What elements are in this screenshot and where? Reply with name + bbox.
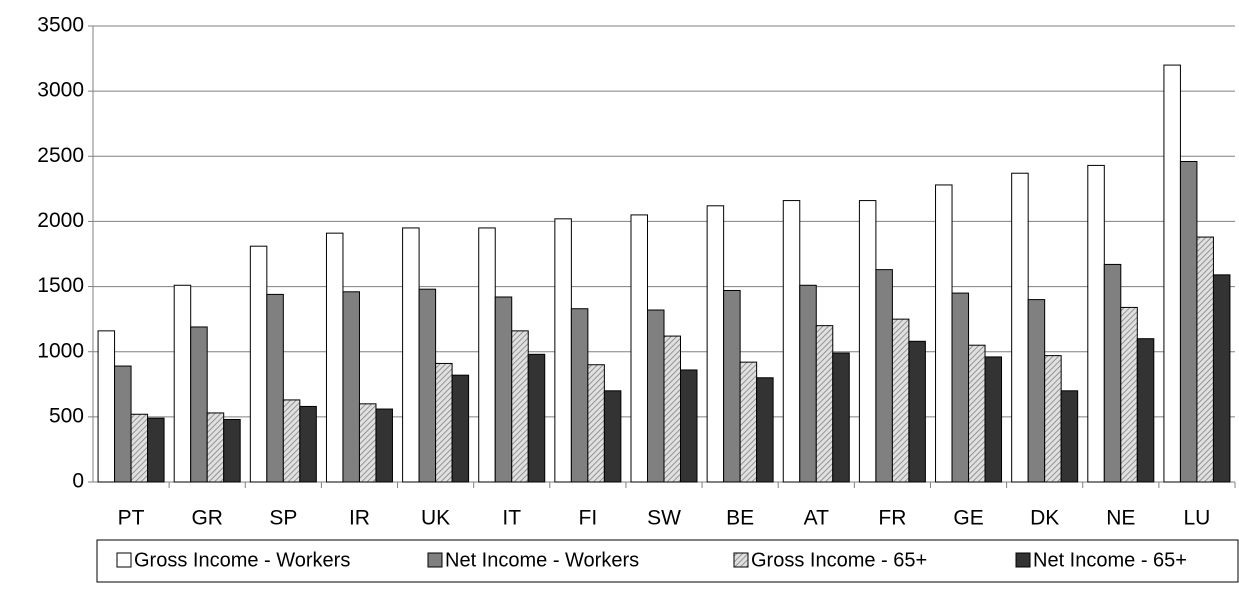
legend-text: Gross Income - 65+	[751, 549, 927, 571]
x-tick-label: IR	[349, 507, 370, 530]
y-tick-label: 3000	[37, 79, 84, 102]
x-tick-label: PT	[118, 507, 145, 530]
bar	[587, 364, 605, 483]
bar	[325, 232, 344, 483]
y-tick-label: 500	[49, 404, 84, 427]
bar	[570, 308, 589, 483]
bar	[1163, 64, 1181, 483]
y-tick-label: 3500	[37, 14, 84, 37]
x-tick-label: AT	[804, 507, 829, 530]
bar	[435, 362, 453, 483]
bar	[223, 418, 241, 483]
bar	[647, 309, 665, 483]
bar	[935, 184, 953, 483]
bar	[147, 417, 165, 483]
bar	[554, 218, 572, 483]
bar	[968, 344, 986, 483]
bar	[891, 318, 910, 483]
x-tick-label: UK	[421, 507, 450, 530]
x-tick-label: NE	[1106, 507, 1135, 530]
bar	[1136, 338, 1155, 483]
legend-text: Net Income - 65+	[1033, 549, 1187, 571]
bar	[1196, 236, 1214, 483]
bar	[402, 227, 420, 483]
y-tick-label: 0	[72, 470, 84, 493]
bar	[527, 353, 546, 483]
bar	[680, 369, 698, 483]
bar	[342, 291, 360, 483]
bar	[299, 405, 317, 483]
bar	[908, 340, 926, 483]
bar	[875, 269, 893, 483]
bar	[723, 289, 741, 483]
bar	[1060, 390, 1079, 483]
legend-swatch	[1015, 552, 1031, 568]
y-tick-label: 2000	[37, 209, 84, 232]
bar	[1120, 306, 1138, 483]
bar	[282, 399, 301, 483]
bar	[511, 330, 529, 483]
bar	[739, 361, 758, 483]
bar	[114, 365, 132, 483]
bar	[494, 296, 513, 483]
bar	[1011, 172, 1029, 483]
bar	[1027, 299, 1046, 483]
bar	[832, 352, 850, 483]
x-tick-label: DK	[1030, 507, 1059, 530]
bar	[173, 284, 192, 483]
bar	[756, 377, 774, 483]
bar	[984, 356, 1003, 483]
bar	[706, 205, 725, 483]
bar	[358, 403, 377, 483]
bar	[190, 326, 208, 483]
bar	[1087, 164, 1105, 483]
bar	[266, 293, 284, 483]
y-tick-label: 2500	[37, 144, 84, 167]
bar	[478, 227, 496, 483]
bar	[1179, 160, 1198, 483]
bar	[97, 330, 116, 483]
y-tick-label: 1000	[37, 339, 84, 362]
bar	[418, 288, 437, 483]
bar	[206, 412, 225, 483]
bar	[249, 245, 268, 483]
y-tick-label: 1500	[37, 274, 84, 297]
legend-swatch	[116, 552, 132, 568]
x-tick-label: FI	[579, 507, 598, 530]
legend-text: Net Income - Workers	[445, 549, 639, 571]
bar	[663, 335, 681, 483]
x-tick-label: GE	[953, 507, 983, 530]
legend-box	[96, 539, 1239, 583]
legend-swatch	[733, 552, 749, 568]
x-tick-label: BE	[726, 507, 754, 530]
bar	[1212, 274, 1231, 483]
bar	[815, 325, 834, 483]
bar	[375, 408, 393, 483]
bar	[858, 200, 877, 483]
bar	[1044, 355, 1062, 483]
legend-swatch	[427, 552, 443, 568]
x-tick-label: SW	[647, 507, 681, 530]
x-tick-label: SP	[269, 507, 297, 530]
x-tick-label: GR	[191, 507, 223, 530]
x-tick-label: FR	[878, 507, 906, 530]
bar	[630, 214, 648, 483]
bar	[951, 292, 970, 483]
x-tick-label: IT	[502, 507, 521, 530]
bar	[130, 413, 149, 483]
bar	[1103, 263, 1122, 483]
bar	[603, 390, 622, 483]
bar	[799, 284, 817, 483]
x-tick-label: LU	[1184, 507, 1211, 530]
bar	[451, 374, 470, 483]
legend-text: Gross Income - Workers	[134, 549, 350, 571]
bar	[782, 200, 801, 483]
